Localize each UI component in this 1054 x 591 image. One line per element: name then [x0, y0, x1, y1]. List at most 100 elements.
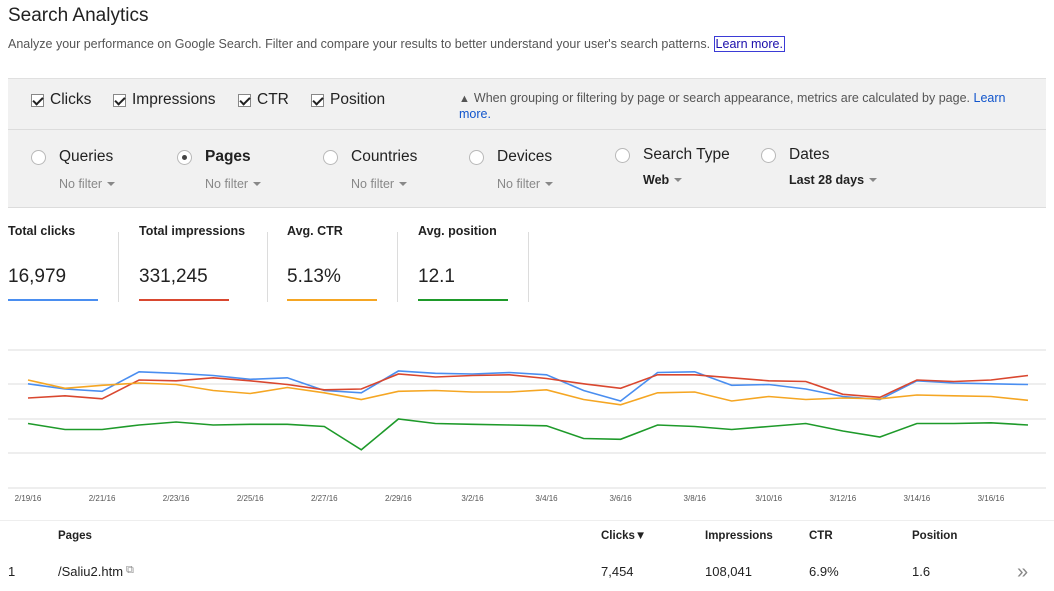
radio-icon[interactable] [761, 148, 776, 163]
avg-position-value: 12.1 [418, 266, 455, 287]
avg-ctr-value: 5.13% [287, 266, 341, 287]
position-checkbox[interactable]: Position [311, 91, 385, 109]
radio-selected-icon[interactable] [177, 150, 192, 165]
caret-down-icon [107, 182, 116, 186]
x-tick-label: 2/29/16 [385, 494, 412, 503]
subtitle-text: Analyze your performance on Google Searc… [8, 37, 711, 51]
x-tick-label: 2/27/16 [311, 494, 338, 503]
dimension-dates-label: Dates [789, 146, 830, 163]
total-impressions-card[interactable]: Total impressions 331,245 [139, 224, 245, 302]
divider [528, 232, 529, 302]
series-line-ctr [27, 379, 1029, 406]
impressions-checkbox[interactable]: Impressions [113, 91, 216, 109]
page-url[interactable]: /Saliu2.htm [58, 564, 124, 579]
pages-filter-value: No filter [205, 177, 249, 191]
clicks-checkbox-label: Clicks [50, 91, 92, 108]
warning-icon: ▲ [459, 93, 470, 105]
performance-chart[interactable]: 2/19/16 2/21/16 2/23/16 2/25/16 2/27/16 2/29/… [0, 340, 1054, 510]
clicks-cell: 7,454 [601, 564, 634, 579]
x-tick-label: 2/19/16 [15, 494, 42, 503]
avg-position-card[interactable]: Avg. position 12.1 [418, 224, 508, 302]
total-clicks-label: Total clicks [8, 224, 76, 238]
series-line-impressions [27, 373, 1029, 400]
radio-icon[interactable] [31, 150, 46, 165]
radio-icon[interactable] [469, 150, 484, 165]
metrics-row: Clicks Impressions CTR Position ▲ When gr… [8, 79, 1046, 130]
caret-down-icon [869, 178, 878, 182]
checkbox-checked-icon[interactable] [113, 93, 126, 107]
x-tick-label: 3/16/16 [978, 494, 1005, 503]
dates-value: Last 28 days [789, 173, 865, 187]
position-cell: 1.6 [912, 564, 931, 579]
dimension-devices-label: Devices [497, 148, 553, 165]
impressions-column-header[interactable]: Impressions [705, 530, 773, 542]
impressions-checkbox-label: Impressions [132, 91, 216, 108]
grouping-notice: ▲ When grouping or filtering by page or s… [459, 91, 1019, 122]
learn-more-link[interactable]: Learn more. [713, 36, 785, 52]
divider [397, 232, 398, 302]
dimensions-row: Queries No filter Pages No filter Countr… [8, 131, 1046, 209]
total-clicks-color-bar [8, 299, 98, 301]
dimension-queries-label: Queries [59, 148, 114, 165]
position-checkbox-label: Position [330, 91, 386, 108]
avg-ctr-card[interactable]: Avg. CTR 5.13% [287, 224, 377, 302]
table-row[interactable]: 1 /Saliu2.htm ⧉ 7,454 108,041 6.9% 1.6 » [0, 560, 1054, 586]
checkbox-checked-icon[interactable] [311, 93, 324, 107]
caret-down-icon [399, 182, 408, 186]
queries-filter-dropdown[interactable]: No filter [59, 177, 116, 191]
x-tick-label: 3/2/16 [461, 494, 484, 503]
search-type-dropdown[interactable]: Web [643, 173, 683, 187]
divider [267, 232, 268, 302]
caret-down-icon [674, 178, 683, 182]
notice-text: When grouping or filtering by page or se… [473, 91, 971, 105]
impressions-cell: 108,041 [705, 564, 752, 579]
double-chevron-right-icon[interactable]: » [1017, 561, 1029, 583]
x-tick-label: 3/10/16 [755, 494, 782, 503]
total-clicks-card[interactable]: Total clicks 16,979 [8, 224, 98, 302]
clicks-column-header[interactable]: Clicks▼ [601, 530, 647, 542]
countries-filter-dropdown[interactable]: No filter [351, 177, 408, 191]
pages-filter-dropdown[interactable]: No filter [205, 177, 262, 191]
checkbox-checked-icon[interactable] [31, 93, 44, 107]
devices-filter-dropdown[interactable]: No filter [497, 177, 554, 191]
ctr-checkbox[interactable]: CTR [238, 91, 289, 109]
dimension-search-type-label: Search Type [643, 146, 730, 163]
avg-position-label: Avg. position [418, 224, 497, 238]
dates-dropdown[interactable]: Last 28 days [789, 173, 878, 187]
row-index: 1 [8, 564, 16, 579]
table-header-row: Pages Clicks▼ Impressions CTR Position [0, 520, 1054, 552]
notice-learn-more-link[interactable]: Learn more. [459, 91, 1006, 121]
clicks-checkbox[interactable]: Clicks [31, 91, 91, 109]
radio-icon[interactable] [615, 148, 630, 163]
ctr-cell: 6.9% [809, 564, 839, 579]
divider [118, 232, 119, 302]
dimension-pages-label: Pages [205, 148, 251, 165]
search-type-value: Web [643, 173, 670, 187]
position-column-header[interactable]: Position [912, 530, 958, 542]
checkbox-checked-icon[interactable] [238, 93, 251, 107]
page-url-cell[interactable]: /Saliu2.htm ⧉ [58, 564, 134, 579]
caret-down-icon [545, 182, 554, 186]
page-subtitle: Analyze your performance on Google Searc… [8, 36, 785, 52]
devices-filter-value: No filter [497, 177, 541, 191]
x-tick-label: 3/12/16 [829, 494, 856, 503]
ctr-checkbox-label: CTR [257, 91, 289, 108]
avg-position-color-bar [418, 299, 508, 301]
radio-icon[interactable] [323, 150, 338, 165]
total-impressions-label: Total impressions [139, 224, 246, 238]
x-tick-label: 3/14/16 [904, 494, 931, 503]
x-tick-label: 2/25/16 [237, 494, 264, 503]
caret-down-icon [253, 182, 262, 186]
queries-filter-value: No filter [59, 177, 103, 191]
x-tick-label: 3/6/16 [609, 494, 632, 503]
pages-column-header[interactable]: Pages [58, 530, 92, 542]
dimension-countries-label: Countries [351, 148, 418, 165]
x-tick-label: 3/4/16 [535, 494, 558, 503]
series-line-position [27, 418, 1029, 451]
ctr-column-header[interactable]: CTR [809, 530, 833, 542]
avg-ctr-label: Avg. CTR [287, 224, 343, 238]
total-clicks-value: 16,979 [8, 266, 67, 287]
external-link-icon[interactable]: ⧉ [126, 564, 134, 576]
countries-filter-value: No filter [351, 177, 395, 191]
x-tick-label: 2/23/16 [163, 494, 190, 503]
